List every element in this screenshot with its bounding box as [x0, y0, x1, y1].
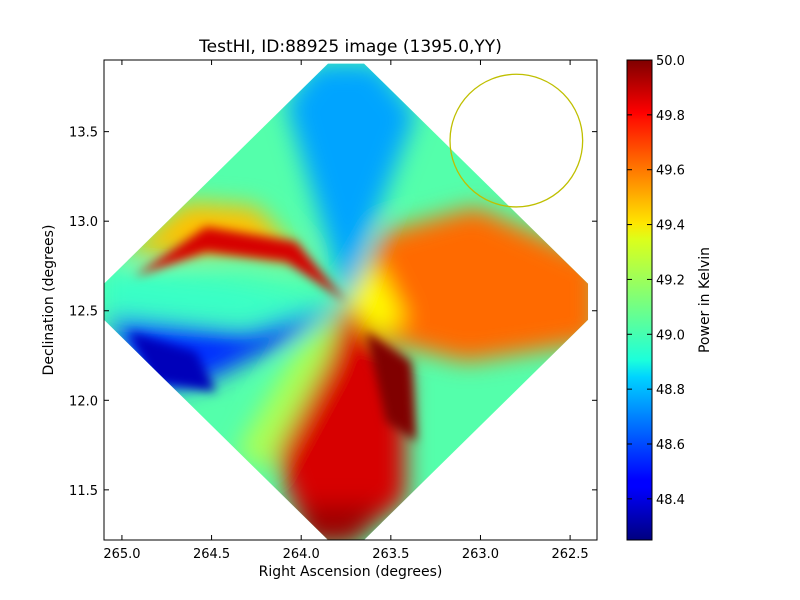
heatmap-region-lower-left-diagonal [236, 301, 347, 472]
x-tick-label: 265.0 [103, 547, 140, 562]
colorbar-tick-label: 49.2 [656, 273, 685, 288]
y-tick-label: 12.5 [69, 305, 98, 320]
y-axis-label: Declination (degrees) [41, 225, 57, 376]
x-tick-label: 263.0 [462, 547, 499, 562]
y-tick-label: 13.5 [69, 126, 98, 141]
colorbar-tick-label: 48.8 [656, 383, 685, 398]
heatmap-region-bottom-right-dark [366, 331, 417, 442]
colorbar-tick-label: 49.4 [656, 219, 685, 234]
colorbar-gradient [626, 59, 653, 541]
colorbar-tick-label: 49.8 [656, 109, 685, 124]
colorbar-label: Power in Kelvin [697, 247, 713, 353]
x-tick-label: 264.0 [283, 547, 320, 562]
x-tick-label: 263.5 [372, 547, 409, 562]
heatmap-region-upper-left-band [134, 226, 347, 302]
x-tick-label: 264.5 [193, 547, 230, 562]
heatmap-region-right [346, 206, 589, 362]
colorbar-tick-label: 50.0 [656, 54, 685, 69]
heatmap-image [104, 63, 589, 540]
beam-circle [449, 73, 584, 208]
colorbar-tick-label: 49.0 [656, 328, 685, 343]
colorbar-tick-label: 49.6 [656, 164, 685, 179]
colorbar: 48.4 48.6 48.8 49.0 49.2 49.4 49.6 49.8 50.0 Pow… [626, 54, 713, 541]
colorbar-tick-label: 48.6 [656, 438, 685, 453]
y-tick-label: 11.5 [69, 484, 98, 499]
chart-title: TestHI, ID:88925 image (1395.0,YY) [198, 37, 502, 57]
x-tick-label: 262.5 [551, 547, 588, 562]
heatmap-region-left [104, 271, 347, 322]
colorbar-tick-label: 48.4 [656, 493, 685, 508]
plot-area-frame [103, 59, 598, 541]
y-tick-label: 12.0 [69, 394, 98, 409]
colorbar-ticks: 48.4 48.6 48.8 49.0 49.2 49.4 49.6 49.8 50.0 [627, 54, 685, 508]
y-axis-ticks: 11.5 12.0 12.5 13.0 13.5 [69, 126, 597, 499]
x-axis-label: Right Ascension (degrees) [259, 564, 443, 580]
heatmap-region-right-inner [346, 261, 407, 337]
y-tick-label: 13.0 [69, 215, 98, 230]
heatmap-region-lower-left [129, 331, 217, 392]
x-axis-ticks: 265.0 264.5 264.0 263.5 263.0 262.5 [103, 60, 589, 562]
heatmap-region-top [286, 63, 417, 302]
